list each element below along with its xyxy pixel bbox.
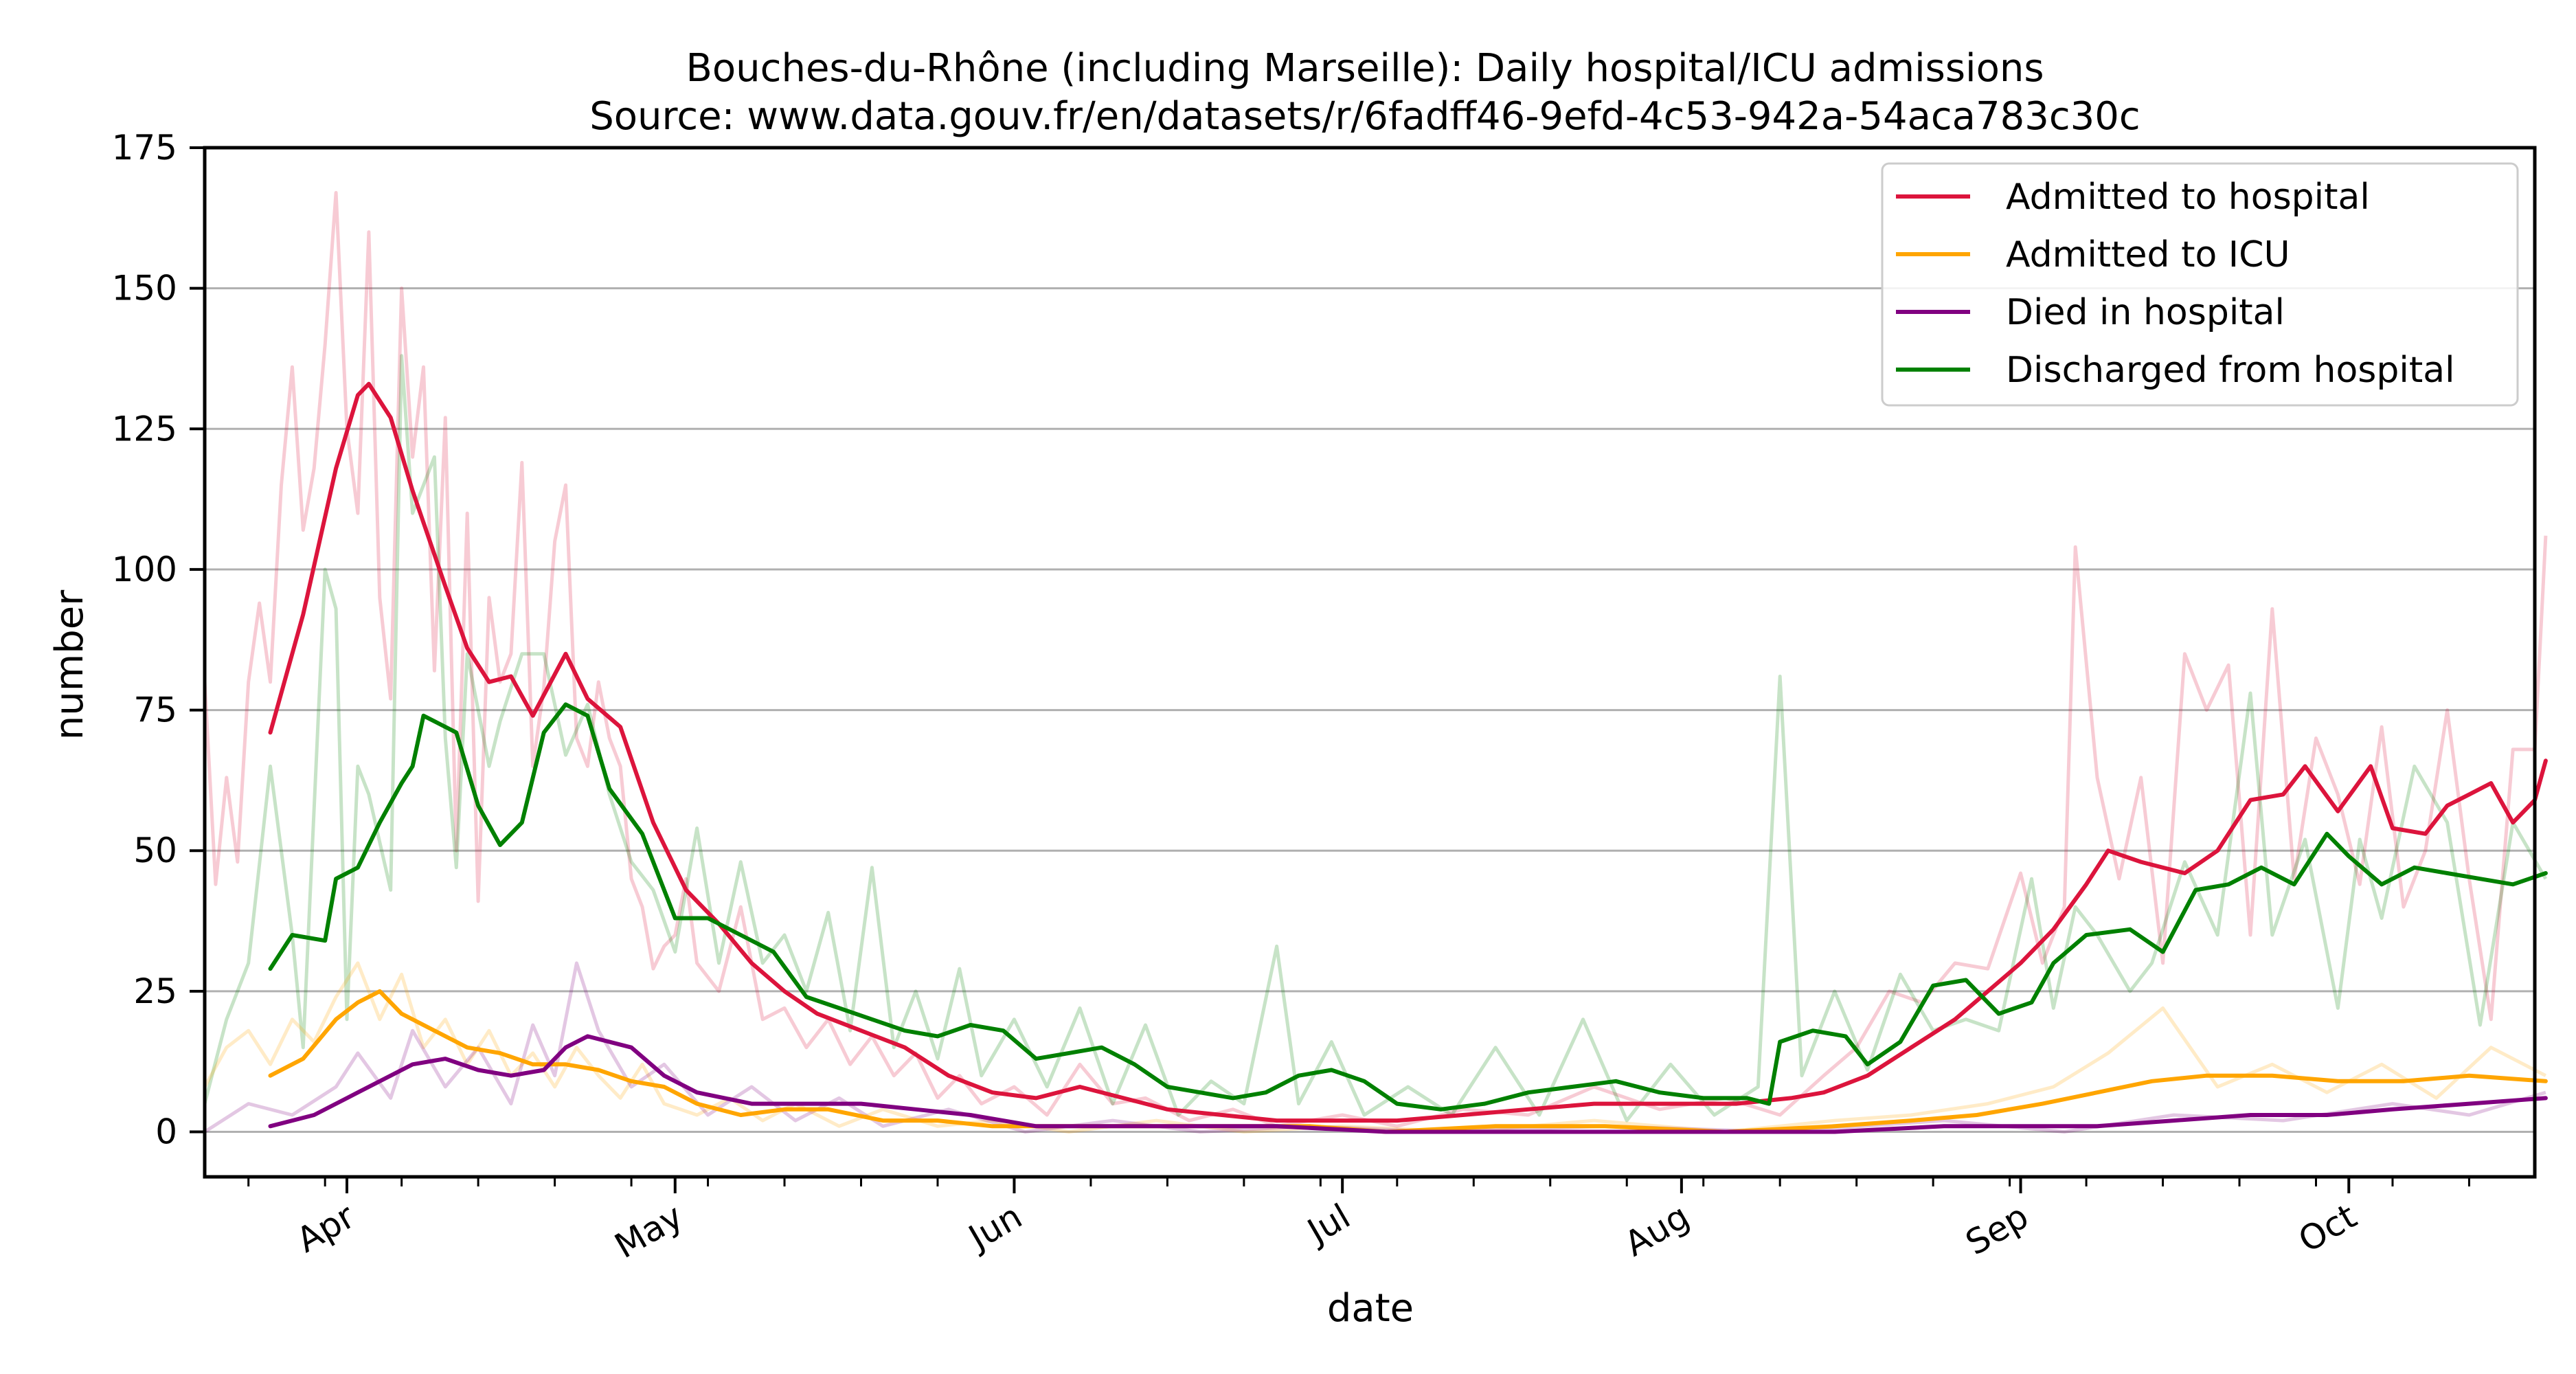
legend-label-3: Discharged from hospital bbox=[2006, 350, 2455, 391]
legend-label-2: Died in hospital bbox=[2006, 292, 2285, 333]
x-tick-label-Jul: Jul bbox=[1299, 1196, 1357, 1252]
y-tick-label-100: 100 bbox=[112, 550, 177, 589]
legend-box bbox=[1881, 162, 2519, 407]
legend: Admitted to hospital Admitted to ICU Died … bbox=[1881, 162, 2519, 407]
y-tick-label-50: 50 bbox=[133, 831, 177, 870]
y-tick-label-125: 125 bbox=[112, 409, 177, 449]
raw-series-line-2 bbox=[203, 961, 2547, 1134]
series-line-2 bbox=[268, 1034, 2548, 1134]
x-tick-label-Apr: Apr bbox=[290, 1196, 361, 1261]
plot-frame bbox=[203, 146, 2537, 1179]
y-tick-label-0: 0 bbox=[155, 1112, 177, 1152]
grid-lines bbox=[205, 146, 2535, 1134]
x-tick-label-Sep: Sep bbox=[1959, 1196, 2035, 1263]
raw-series-line-1 bbox=[203, 354, 2548, 1123]
x-tick-label-Aug: Aug bbox=[1618, 1196, 1696, 1264]
series-lines bbox=[268, 381, 2548, 1134]
series-line-1 bbox=[268, 989, 2548, 1134]
x-axis-label: date bbox=[1327, 1286, 1414, 1331]
legend-label-1: Admitted to ICU bbox=[2006, 234, 2290, 275]
series-line-0 bbox=[268, 381, 2548, 1123]
series-line-3 bbox=[268, 702, 2548, 1112]
x-tick-label-Jun: Jun bbox=[960, 1196, 1028, 1259]
y-tick-label-150: 150 bbox=[112, 269, 177, 308]
chart-title: Bouches-du-Rhône (including Marseille): … bbox=[686, 46, 2044, 91]
y-tick-label-175: 175 bbox=[112, 128, 177, 168]
x-tick-label-May: May bbox=[608, 1196, 690, 1266]
x-tick-label-Oct: Oct bbox=[2292, 1196, 2363, 1260]
chart-subtitle: Source: www.data.gouv.fr/en/datasets/r/6… bbox=[589, 94, 2140, 139]
legend-label-0: Admitted to hospital bbox=[2006, 177, 2370, 218]
y-tick-label-25: 25 bbox=[133, 971, 177, 1011]
y-tick-label-75: 75 bbox=[133, 690, 177, 730]
y-axis-label: number bbox=[47, 589, 92, 741]
